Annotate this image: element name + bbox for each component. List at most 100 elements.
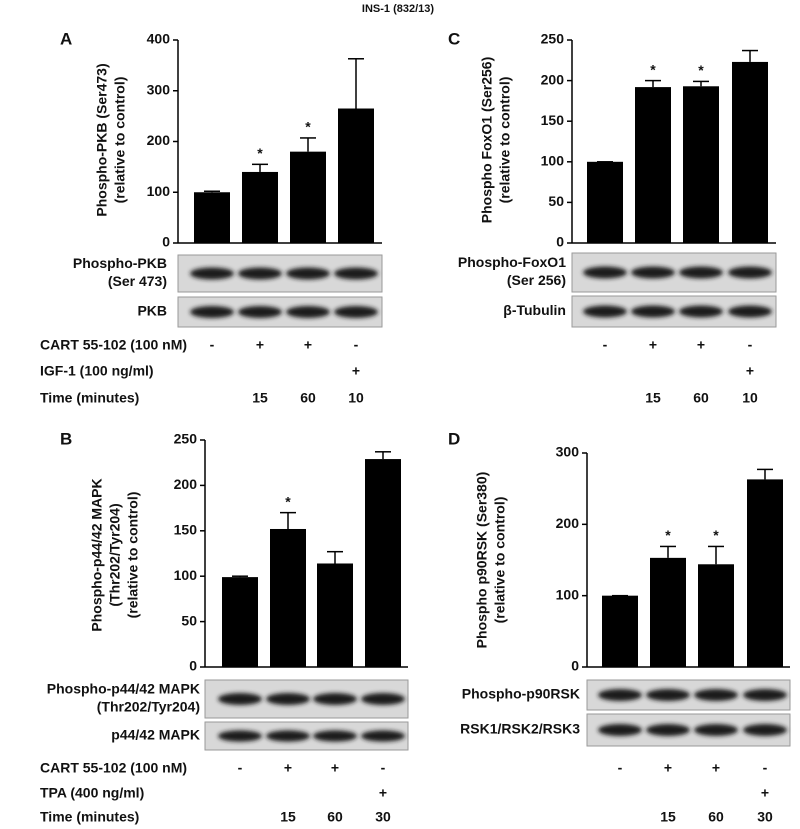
- bar: [602, 595, 638, 667]
- blot-band: [266, 730, 310, 742]
- y-axis-label: (Thr202/Tyr204): [107, 503, 123, 606]
- row-cell: -: [748, 337, 753, 353]
- y-tick-label: 0: [162, 234, 170, 250]
- y-axis-label: (relative to control): [492, 497, 508, 624]
- y-tick-label: 100: [147, 183, 171, 199]
- y-tick-label: 400: [147, 31, 171, 47]
- y-axis-label: Phospho p90RSK (Ser380): [474, 472, 490, 649]
- blot-band: [694, 689, 738, 701]
- y-axis-label: Phospho-p44/42 MAPK: [89, 478, 105, 631]
- y-tick-label: 0: [189, 658, 197, 674]
- y-tick-label: 0: [556, 234, 564, 250]
- panel-letter: A: [60, 29, 72, 48]
- y-tick-label: 200: [147, 132, 171, 148]
- row-cell: +: [649, 337, 657, 353]
- y-tick-label: 300: [556, 444, 580, 460]
- blot-label: (Ser 473): [108, 273, 167, 289]
- bar: [242, 171, 278, 243]
- row-cell: -: [210, 337, 215, 353]
- row-label: TPA (400 ng/ml): [40, 785, 144, 801]
- blot-band: [286, 306, 330, 318]
- y-tick-label: 200: [541, 71, 565, 87]
- row-cell: +: [284, 760, 292, 776]
- bar: [365, 459, 401, 667]
- blot-band: [598, 689, 642, 701]
- row-cell: +: [761, 785, 769, 801]
- y-tick-label: 100: [174, 567, 198, 583]
- y-axis-label: (relative to control): [112, 77, 128, 204]
- blot-band: [218, 730, 262, 742]
- blot-label: PKB: [137, 303, 167, 319]
- row-cell: +: [746, 363, 754, 379]
- significance-label: *: [285, 493, 291, 509]
- row-cell: -: [381, 760, 386, 776]
- blot-band: [646, 689, 690, 701]
- y-tick-label: 50: [181, 612, 197, 628]
- row-cell: -: [354, 337, 359, 353]
- blot-band: [694, 724, 738, 736]
- bar: [683, 86, 719, 243]
- row-label: CART 55-102 (100 nM): [40, 760, 187, 776]
- row-cell: -: [603, 337, 608, 353]
- y-tick-label: 50: [548, 193, 564, 209]
- y-tick-label: 150: [541, 112, 565, 128]
- blot-band: [679, 266, 723, 279]
- blot-band: [266, 693, 310, 705]
- blot-band: [743, 689, 787, 701]
- row-cell: 60: [300, 390, 316, 406]
- panel-letter: B: [60, 429, 72, 448]
- y-tick-label: 200: [174, 476, 198, 492]
- bar: [222, 577, 258, 667]
- bar: [747, 479, 783, 667]
- significance-label: *: [665, 527, 671, 543]
- row-cell: 15: [645, 390, 661, 406]
- y-tick-label: 150: [174, 522, 198, 538]
- blot-band: [190, 306, 234, 318]
- blot-band: [646, 724, 690, 736]
- y-tick-label: 250: [174, 431, 198, 447]
- blot-band: [583, 305, 627, 318]
- blot-band: [218, 693, 262, 705]
- row-cell: +: [664, 760, 672, 776]
- significance-label: *: [698, 62, 704, 78]
- significance-label: *: [713, 527, 719, 543]
- blot-band: [286, 267, 330, 280]
- blot-label: Phospho-FoxO1: [458, 254, 566, 270]
- row-label: Time (minutes): [40, 809, 139, 825]
- blot-band: [583, 266, 627, 279]
- row-cell: -: [238, 760, 243, 776]
- bar: [698, 564, 734, 667]
- blot-label: Phospho-p44/42 MAPK: [47, 681, 200, 697]
- blot-band: [598, 724, 642, 736]
- row-cell: +: [352, 363, 360, 379]
- blot-band: [334, 267, 378, 280]
- bar: [635, 87, 671, 243]
- y-axis-label: Phospho-PKB (Ser473): [94, 63, 110, 216]
- blot-band: [631, 266, 675, 279]
- row-cell: +: [331, 760, 339, 776]
- significance-label: *: [257, 145, 263, 161]
- blot-band: [313, 693, 357, 705]
- row-cell: 15: [252, 390, 268, 406]
- row-cell: 60: [327, 809, 343, 825]
- blot-label: Phospho-p90RSK: [462, 686, 580, 702]
- row-cell: 15: [660, 809, 676, 825]
- blot-band: [728, 266, 772, 279]
- figure-title: INS-1 (832/13): [362, 3, 434, 15]
- blot-band: [728, 305, 772, 318]
- row-label: Time (minutes): [40, 390, 139, 406]
- row-cell: +: [256, 337, 264, 353]
- blot-band: [679, 305, 723, 318]
- significance-label: *: [305, 119, 311, 135]
- blot-label: (Thr202/Tyr204): [97, 699, 200, 715]
- row-cell: 60: [708, 809, 724, 825]
- row-cell: 10: [348, 390, 364, 406]
- y-tick-label: 100: [541, 153, 565, 169]
- row-cell: +: [379, 785, 387, 801]
- panel-letter: C: [448, 29, 460, 48]
- blot-label: (Ser 256): [507, 272, 566, 288]
- y-tick-label: 200: [556, 515, 580, 531]
- bar: [587, 161, 623, 243]
- bar: [338, 108, 374, 243]
